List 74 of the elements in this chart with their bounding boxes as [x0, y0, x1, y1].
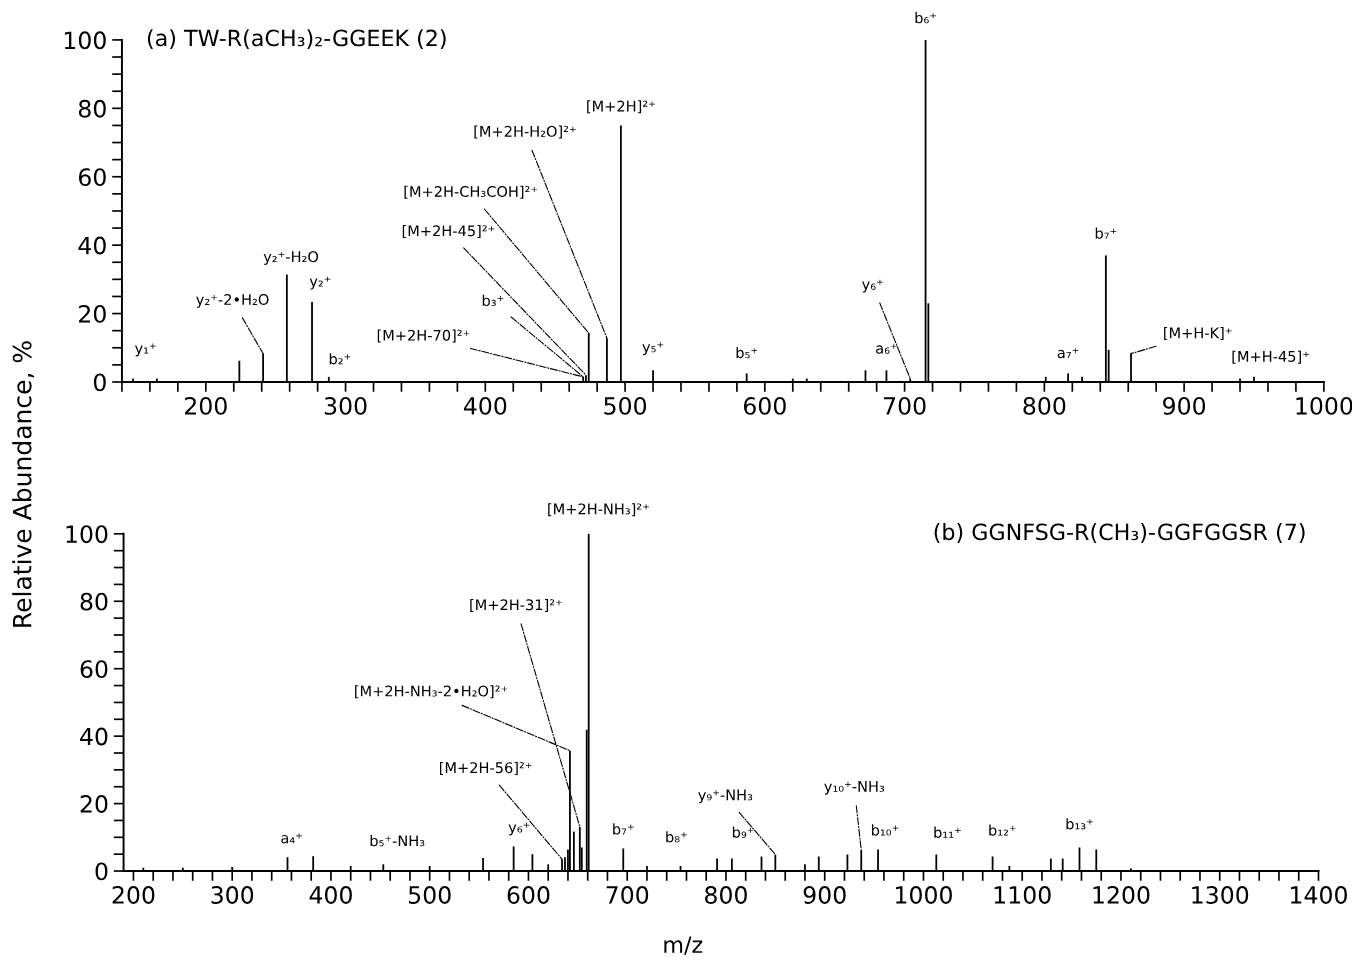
x-tick-label: 500 [408, 886, 451, 904]
x-tick-label: 700 [884, 396, 926, 415]
annotation: b₆⁺ [915, 12, 936, 24]
annotation: b₅⁺-NH₃ [370, 835, 425, 847]
annotation: y₂⁺ [309, 276, 331, 290]
x-tick-label: 1000 [896, 886, 952, 904]
y-tick-label: 0 [93, 373, 106, 392]
annotation: b₇⁺ [1095, 227, 1117, 239]
annotation: [M+2H-45]²⁺ [402, 225, 495, 239]
x-tick-label: 300 [324, 396, 367, 415]
y-tick-label: 20 [80, 795, 108, 813]
x-tick-label: 800 [705, 886, 747, 904]
annotation: [M+2H-CH₃COH]²⁺ [404, 185, 538, 199]
chart-title: (a) TW-R(aCH₃)₂-GGEEK (2) [147, 29, 446, 49]
x-tick-label: 1400 [1291, 886, 1347, 904]
annotation: [M+2H-NH₃]²⁺ [548, 503, 649, 517]
annotation: y₁⁺ [134, 343, 156, 357]
annotation: [M+H-K]⁺ [1164, 327, 1232, 341]
x-tick-label: 500 [604, 396, 647, 415]
annotation: a₆⁺ [876, 343, 897, 354]
y-tick-label: 80 [78, 99, 106, 118]
y-tick-label: 100 [66, 525, 108, 544]
x-tick-label: 400 [463, 396, 507, 415]
x-tick-label: 600 [507, 886, 550, 904]
x-tick-label: 200 [112, 886, 155, 904]
x-tick-label: 900 [1163, 396, 1206, 415]
x-tick-label: 1000 [1296, 396, 1352, 415]
x-tick-label: 300 [211, 886, 254, 904]
x-tick-label: 700 [606, 886, 649, 904]
x-tick-label: 400 [309, 886, 352, 904]
annotation: [M+H-45]⁺ [1232, 350, 1309, 364]
x-tick-label: 1300 [1192, 886, 1249, 904]
y-tick-label: 60 [80, 660, 108, 679]
annotation: y₁₀⁺-NH₃ [824, 781, 885, 795]
annotation: y₉⁺-NH₃ [698, 789, 753, 804]
annotation: b₁₁⁺ [934, 826, 961, 838]
x-tick-label: 1100 [994, 886, 1051, 904]
annotation: b₉⁺ [732, 826, 754, 838]
annotation: [M+2H]²⁺ [587, 100, 655, 114]
y-axis-title: Relative Abundance, % [12, 341, 35, 627]
annotation: y₆⁺ [862, 279, 883, 293]
y-tick-label: 20 [79, 305, 106, 323]
annotation: b₁₃⁺ [1066, 818, 1093, 830]
y-tick-label: 40 [80, 727, 108, 746]
annotation: y₆⁺ [508, 822, 530, 836]
x-tick-label: 1200 [1093, 886, 1150, 904]
annotation: y₂⁺-H₂O [263, 251, 319, 265]
annotation: b₅⁺ [736, 346, 758, 359]
annotation: a₇⁺ [1057, 348, 1079, 359]
y-tick-label: 60 [78, 168, 106, 187]
annotation: b₁₂⁺ [989, 824, 1016, 836]
annotation: b₃⁺ [482, 294, 504, 307]
annotation: b₈⁺ [666, 831, 687, 843]
annotation: [M+2H-31]²⁺ [470, 598, 562, 612]
annotation: y₂⁺-2•H₂O [196, 294, 269, 308]
x-tick-label: 200 [185, 396, 227, 415]
y-tick-label: 40 [78, 236, 106, 255]
annotation: b₁₀⁺ [871, 824, 899, 836]
x-tick-label: 600 [743, 396, 786, 415]
annotation: b₂⁺ [329, 353, 351, 365]
y-tick-label: 0 [95, 862, 108, 881]
y-tick-label: 80 [80, 592, 108, 611]
x-tick-label: 900 [803, 886, 846, 904]
annotation: [M+2H-56]²⁺ [440, 761, 532, 775]
annotation: b₇⁺ [613, 823, 634, 835]
annotation: [M+2H-70]²⁺ [377, 329, 470, 343]
chart-title: (b) GGNFSG-R(CH₃)-GGFGGSR (7) [934, 523, 1305, 543]
x-axis-title: m/z [664, 936, 703, 955]
x-tick-label: 800 [1023, 396, 1066, 415]
y-tick-label: 100 [64, 31, 106, 50]
annotation: a₄⁺ [281, 833, 302, 844]
annotation: [M+2H-NH₃-2•H₂O]²⁺ [355, 685, 508, 699]
annotation: y₅⁺ [642, 342, 664, 356]
annotation: [M+2H-H₂O]²⁺ [474, 125, 576, 139]
